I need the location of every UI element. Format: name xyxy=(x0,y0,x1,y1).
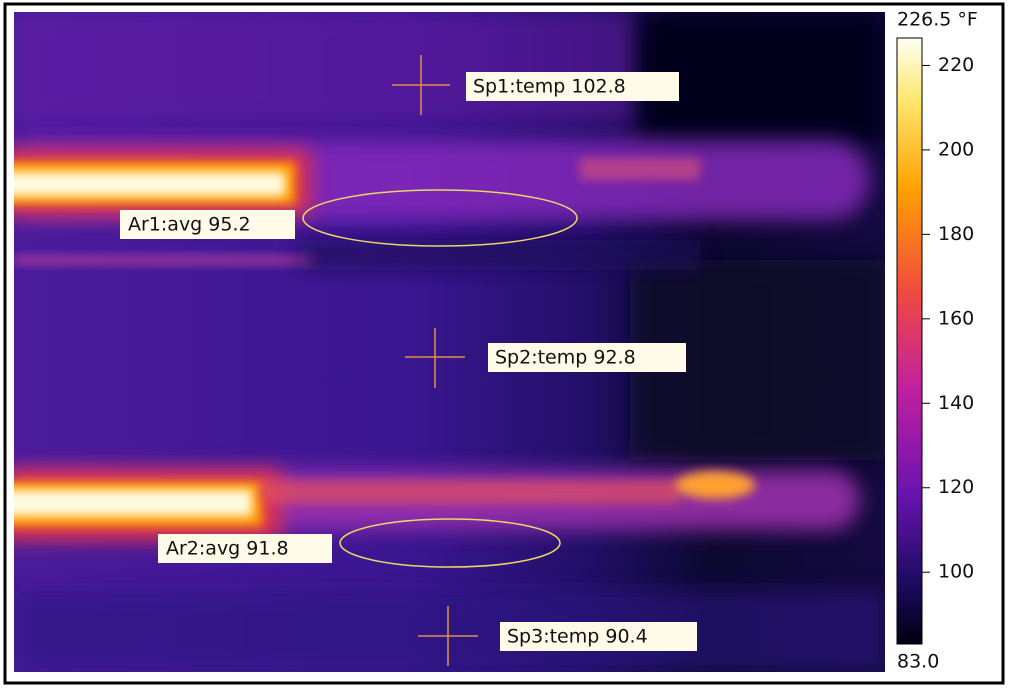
crosshair-sp3 xyxy=(418,606,478,666)
colorbar-tick-label: 200 xyxy=(938,138,974,160)
thermal-image xyxy=(14,12,885,672)
colorbar-tick-label: 120 xyxy=(938,476,974,498)
colorbar-tick-label: 220 xyxy=(938,54,974,76)
label-box xyxy=(500,622,697,651)
label-box xyxy=(158,534,332,563)
area-label: Ar2:avg 91.8 xyxy=(166,538,289,560)
colorbar-tick-label: 100 xyxy=(938,561,974,583)
label-box xyxy=(466,72,679,101)
area-ar2 xyxy=(339,518,561,568)
colorbar-tick-label: 160 xyxy=(938,307,974,329)
area-label: Ar1:avg 95.2 xyxy=(128,214,251,236)
colorbar-min: 83.0 xyxy=(897,651,939,673)
crosshair-sp1 xyxy=(392,55,450,115)
crosshair-sp2 xyxy=(405,328,465,388)
colorbar-max: 226.5 °F xyxy=(897,9,978,31)
label-box xyxy=(120,210,295,239)
colorbar-tick-label: 180 xyxy=(938,223,974,245)
spot-label: Sp2:temp 92.8 xyxy=(495,347,636,369)
area-ar1 xyxy=(302,189,578,247)
spot-label: Sp1:temp 102.8 xyxy=(473,76,626,98)
colorbar-tick-label: 140 xyxy=(938,392,974,414)
label-box xyxy=(488,343,686,372)
colorbar xyxy=(896,37,923,645)
spot-label: Sp3:temp 90.4 xyxy=(507,626,648,648)
